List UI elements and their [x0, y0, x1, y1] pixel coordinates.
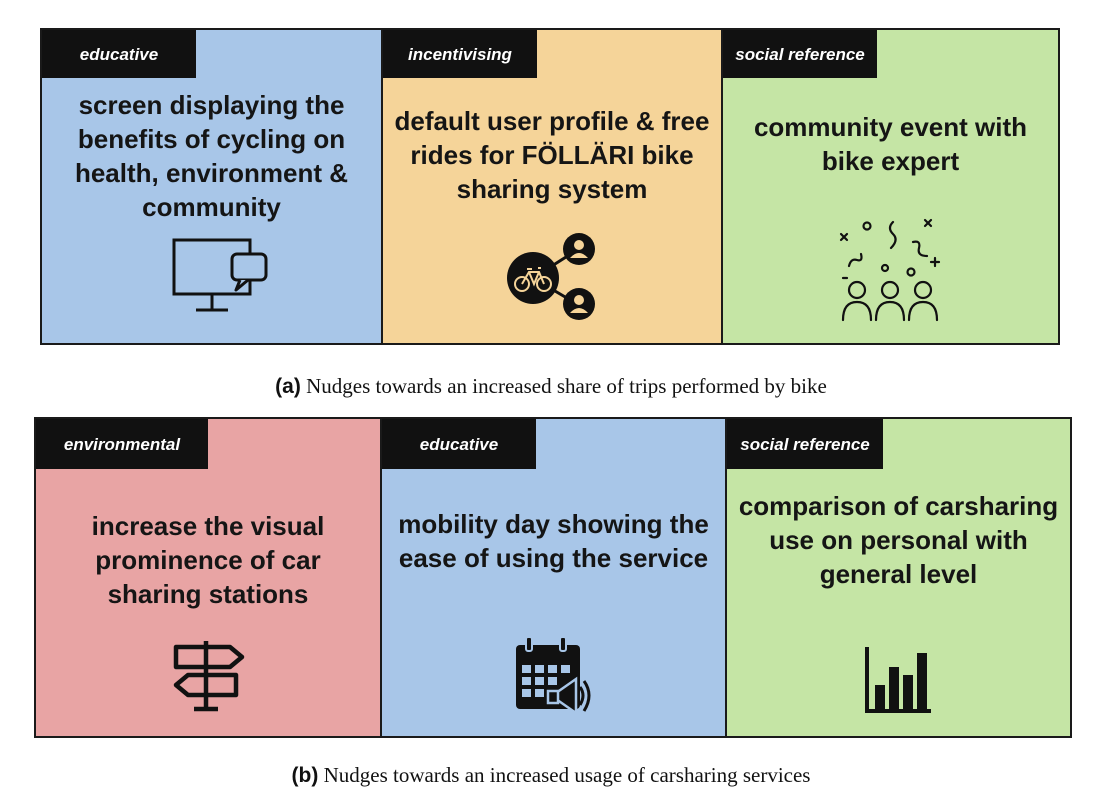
card-text: default user profile & free rides for FÖ… [394, 106, 710, 204]
card-social-reference-a: social reference community event with bi… [723, 30, 1058, 343]
calendar-megaphone-icon [512, 635, 596, 722]
community-event-icon [835, 218, 945, 331]
tag-environmental: environmental [36, 419, 208, 469]
panel-b: environmental increase the visual promin… [34, 417, 1072, 738]
panel-a: educative screen displaying the benefits… [40, 28, 1060, 345]
tag-educative: educative [382, 419, 536, 469]
card-text: mobility day showing the ease of using t… [398, 509, 709, 573]
tag-incentivising: incentivising [383, 30, 537, 78]
caption-label: (a) [275, 375, 301, 398]
caption-a: (a) Nudges towards an increased share of… [0, 374, 1102, 399]
caption-b: (b) Nudges towards an increased usage of… [0, 763, 1102, 788]
monitor-chat-icon [170, 236, 270, 321]
card-text: screen displaying the benefits of cyclin… [74, 90, 349, 222]
card-educative-a: educative screen displaying the benefits… [42, 30, 383, 343]
tag-educative: educative [42, 30, 196, 78]
bar-chart-icon [863, 645, 933, 720]
caption-text: Nudges towards an increased share of tri… [306, 374, 827, 398]
signpost-icon [170, 637, 250, 718]
card-social-reference-b: social reference comparison of carsharin… [727, 419, 1070, 736]
card-text: community event with bike expert [753, 112, 1028, 176]
tag-social-reference: social reference [723, 30, 877, 78]
card-environmental: environmental increase the visual promin… [36, 419, 382, 736]
tag-social-reference: social reference [727, 419, 883, 469]
card-text: comparison of carsharing use on personal… [738, 491, 1059, 589]
card-text: increase the visual prominence of car sh… [91, 511, 325, 609]
card-incentivising: incentivising default user profile & fre… [383, 30, 723, 343]
bike-share-network-icon [503, 232, 603, 329]
caption-text: Nudges towards an increased usage of car… [323, 763, 811, 787]
caption-label: (b) [291, 764, 319, 787]
card-educative-b: educative mobility day showing the ease … [382, 419, 727, 736]
